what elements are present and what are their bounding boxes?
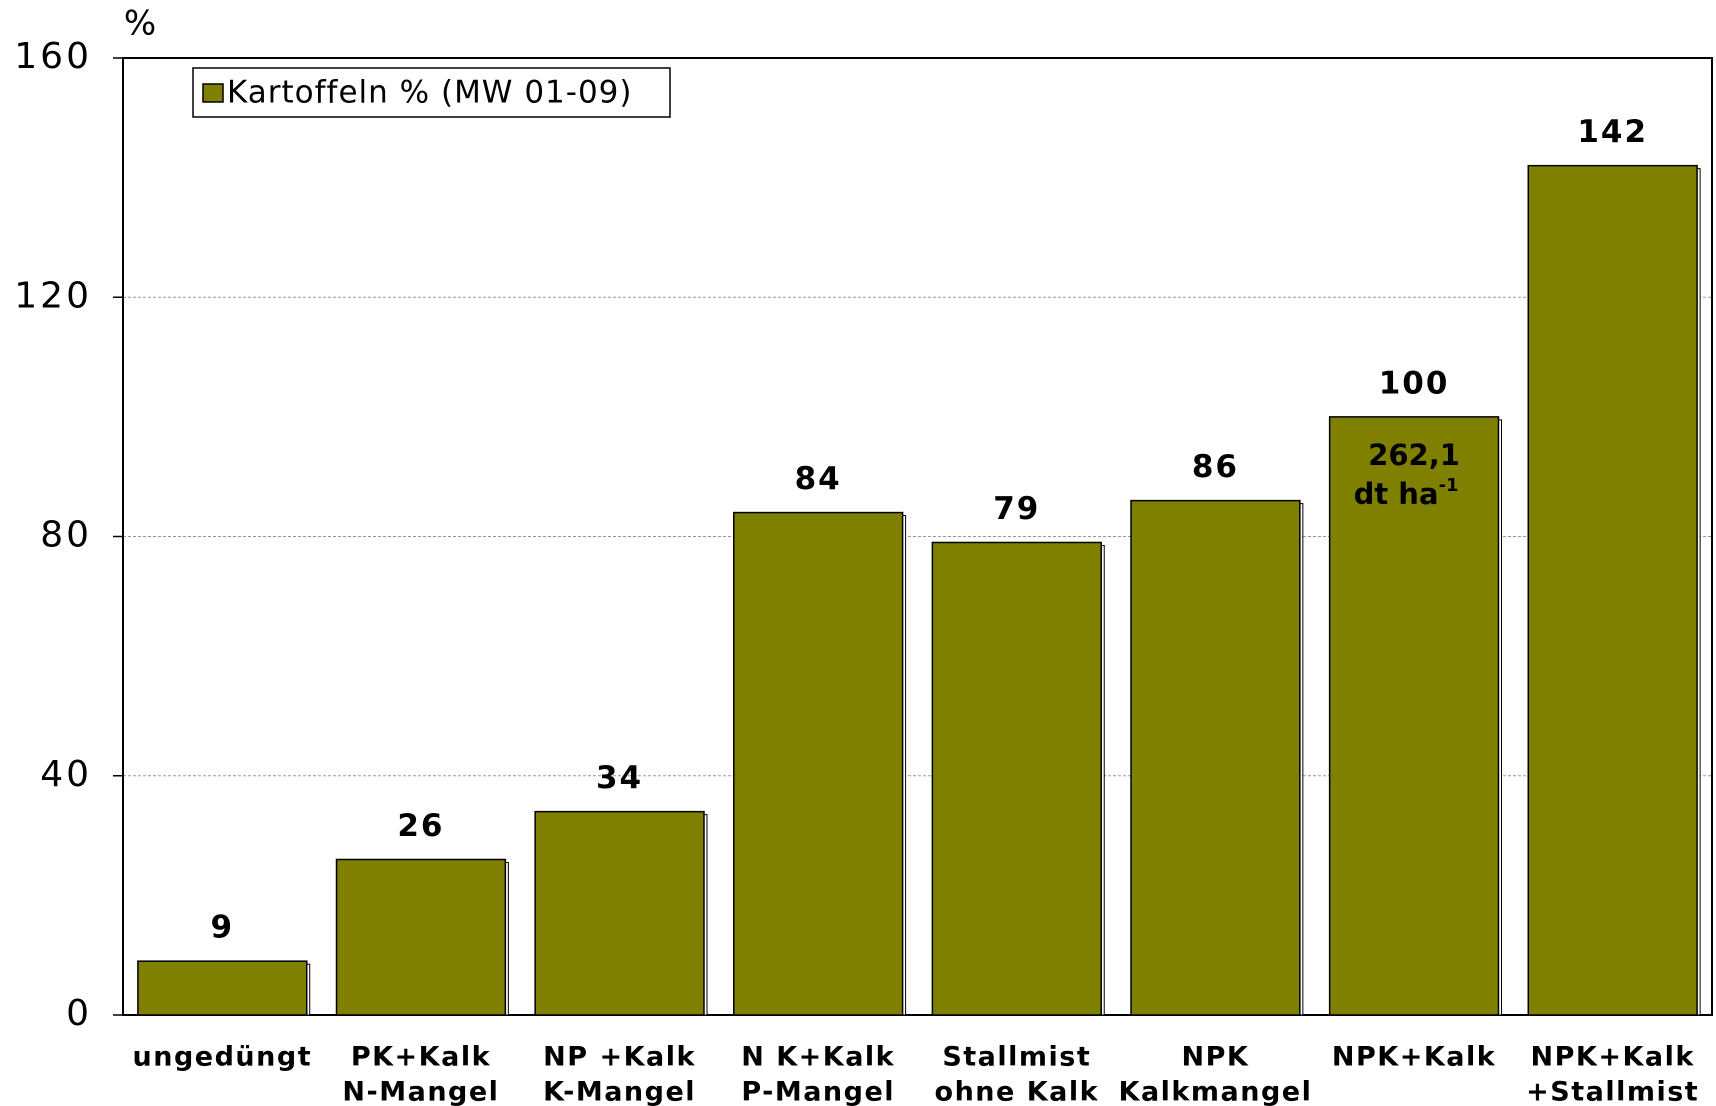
x-tick-label: NP +Kalk [543,1042,696,1073]
value-label: 84 [795,461,842,497]
y-tick-label: 0 [66,993,92,1034]
x-tick-label: P-Mangel [741,1077,895,1106]
legend-swatch [202,83,224,103]
x-tick-label: ohne Kalk [935,1077,1100,1106]
y-tick-label: 40 [40,754,92,795]
value-label: 79 [993,491,1040,527]
bar [335,858,507,1016]
y-unit: % [124,4,156,44]
x-tick-label: K-Mangel [543,1077,696,1106]
x-tick-label: Stallmist [942,1042,1091,1073]
x-tick-label: NPK+Kalk [1531,1042,1695,1073]
annotation-superscript: -1 [1439,475,1459,496]
bar [137,960,308,1016]
bar [733,511,904,1016]
x-tick-label: Kalkmangel [1119,1077,1313,1106]
x-tick-label: ungedüngt [133,1042,313,1073]
x-tick-label: PK+Kalk [351,1042,491,1073]
x-tick-label: N K+Kalk [741,1042,895,1073]
y-tick-label: 120 [14,275,92,316]
legend-label: Kartoffeln % (MW 01-09) [227,75,633,111]
value-label: 142 [1577,114,1648,150]
value-label: 34 [596,760,643,796]
value-label: 9 [211,910,235,946]
x-tick-label: NPK+Kalk [1332,1042,1496,1073]
bar [534,810,705,1016]
bar [1130,499,1301,1016]
legend-box [192,67,671,118]
y-tick-label: 80 [40,515,92,556]
value-label: 86 [1192,449,1239,485]
plot-frame [122,57,1713,1016]
x-tick-label: N-Mangel [342,1077,499,1106]
bar [1527,164,1698,1016]
y-tick-label: 160 [14,36,92,77]
x-tick-label: NPK [1182,1042,1250,1073]
x-tick-label: +Stallmist [1526,1077,1699,1106]
annotation: 262,1 [1368,438,1460,472]
bar [1328,416,1500,1016]
value-label: 26 [397,808,444,844]
value-label: 100 [1379,365,1450,401]
bar [931,541,1102,1016]
